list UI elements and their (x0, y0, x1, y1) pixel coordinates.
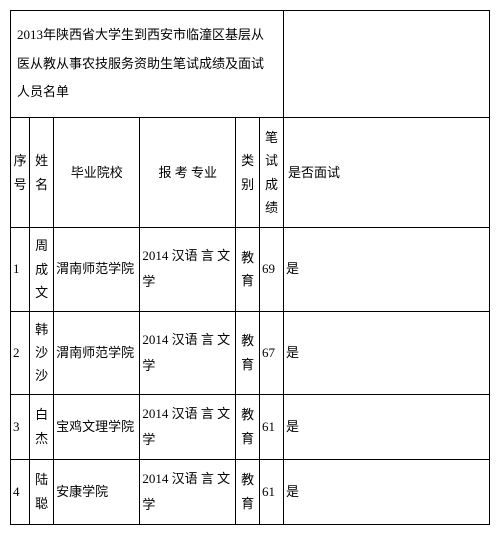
cell-interview: 是 (283, 394, 489, 459)
header-category: 类别 (236, 117, 260, 228)
cell-category: 教育 (236, 228, 260, 311)
cell-name: 陆聪 (30, 459, 54, 524)
cell-seq: 2 (11, 311, 30, 394)
cell-school: 渭南师范学院 (54, 311, 140, 394)
cell-seq: 3 (11, 394, 30, 459)
cell-seq: 4 (11, 459, 30, 524)
table-row: 3 白杰 宝鸡文理学院 2014 汉语 言 文学 教育 61 是 (11, 394, 490, 459)
cell-major: 2014 汉语 言 文学 (140, 228, 236, 311)
cell-major: 2014 汉语 言 文学 (140, 394, 236, 459)
title-blank (283, 11, 489, 118)
header-score: 笔试成绩 (260, 117, 284, 228)
cell-major: 2014 汉语 言 文学 (140, 459, 236, 524)
cell-category: 教育 (236, 394, 260, 459)
header-seq: 序号 (11, 117, 30, 228)
header-interview: 是否面试 (283, 117, 489, 228)
header-name: 姓名 (30, 117, 54, 228)
cell-interview: 是 (283, 311, 489, 394)
header-major: 报 考 专业 (140, 117, 236, 228)
table-row: 4 陆聪 安康学院 2014 汉语 言 文学 教育 61 是 (11, 459, 490, 524)
cell-school: 渭南师范学院 (54, 228, 140, 311)
cell-name: 白杰 (30, 394, 54, 459)
cell-score: 69 (260, 228, 284, 311)
cell-category: 教育 (236, 459, 260, 524)
cell-interview: 是 (283, 228, 489, 311)
cell-seq: 1 (11, 228, 30, 311)
header-school: 毕业院校 (54, 117, 140, 228)
cell-school: 宝鸡文理学院 (54, 394, 140, 459)
cell-school: 安康学院 (54, 459, 140, 524)
cell-major: 2014 汉语 言 文学 (140, 311, 236, 394)
cell-score: 61 (260, 394, 284, 459)
table-row: 1 周成文 渭南师范学院 2014 汉语 言 文学 教育 69 是 (11, 228, 490, 311)
cell-interview: 是 (283, 459, 489, 524)
cell-category: 教育 (236, 311, 260, 394)
table-title: 2013年陕西省大学生到西安市临潼区基层从医从教从事农技服务资助生笔试成绩及面试… (11, 11, 284, 118)
cell-name: 韩沙沙 (30, 311, 54, 394)
cell-name: 周成文 (30, 228, 54, 311)
table-row: 2 韩沙沙 渭南师范学院 2014 汉语 言 文学 教育 67 是 (11, 311, 490, 394)
roster-table: 2013年陕西省大学生到西安市临潼区基层从医从教从事农技服务资助生笔试成绩及面试… (10, 10, 490, 525)
cell-score: 67 (260, 311, 284, 394)
cell-score: 61 (260, 459, 284, 524)
